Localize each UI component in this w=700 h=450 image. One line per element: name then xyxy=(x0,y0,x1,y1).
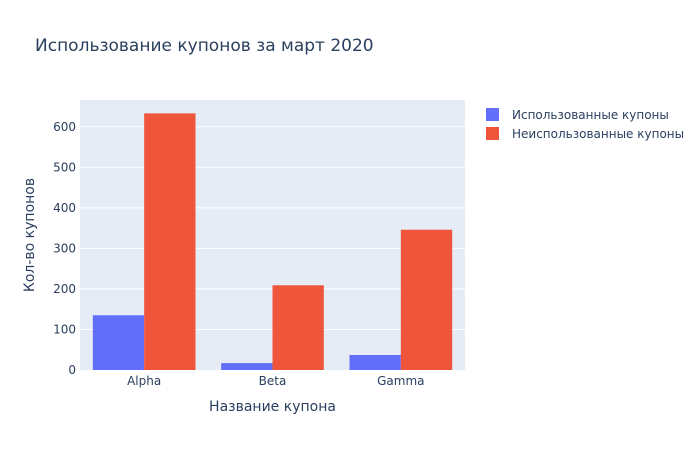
y-tick-label: 200 xyxy=(53,282,76,296)
y-tick-label: 100 xyxy=(53,322,76,336)
bar[interactable] xyxy=(272,285,324,370)
legend-item[interactable]: Использованные купоны xyxy=(486,108,669,122)
bar[interactable] xyxy=(349,355,401,370)
y-axis-label: Кол-во купонов xyxy=(22,178,38,292)
x-tick-label: Beta xyxy=(259,374,287,388)
x-tick-label: Alpha xyxy=(127,374,161,388)
legend-item[interactable]: Неиспользованные купоны xyxy=(486,127,684,141)
bar[interactable] xyxy=(92,315,145,370)
chart-title: Использование купонов за март 2020 xyxy=(35,36,374,56)
y-tick-label: 400 xyxy=(53,201,76,215)
y-tick-label: 600 xyxy=(53,120,76,134)
x-tick-label: Gamma xyxy=(377,374,424,388)
legend[interactable]: Использованные купоны Неиспользованные ку… xyxy=(486,108,684,141)
y-tick-labels: 0 100 200 300 400 500 600 xyxy=(53,120,76,377)
bar[interactable] xyxy=(144,113,196,370)
y-tick-label: 0 xyxy=(68,363,76,377)
legend-swatch xyxy=(486,127,499,140)
bars xyxy=(92,113,453,370)
legend-swatch xyxy=(486,108,499,121)
x-tick-labels: Alpha Beta Gamma xyxy=(127,374,424,388)
legend-label: Неиспользованные купоны xyxy=(512,127,684,141)
bar[interactable] xyxy=(221,363,273,370)
x-axis-label: Название купона xyxy=(209,399,336,415)
y-tick-label: 500 xyxy=(53,160,76,174)
y-tick-label: 300 xyxy=(53,241,76,255)
legend-label: Использованные купоны xyxy=(512,108,669,122)
bar[interactable] xyxy=(400,229,453,370)
